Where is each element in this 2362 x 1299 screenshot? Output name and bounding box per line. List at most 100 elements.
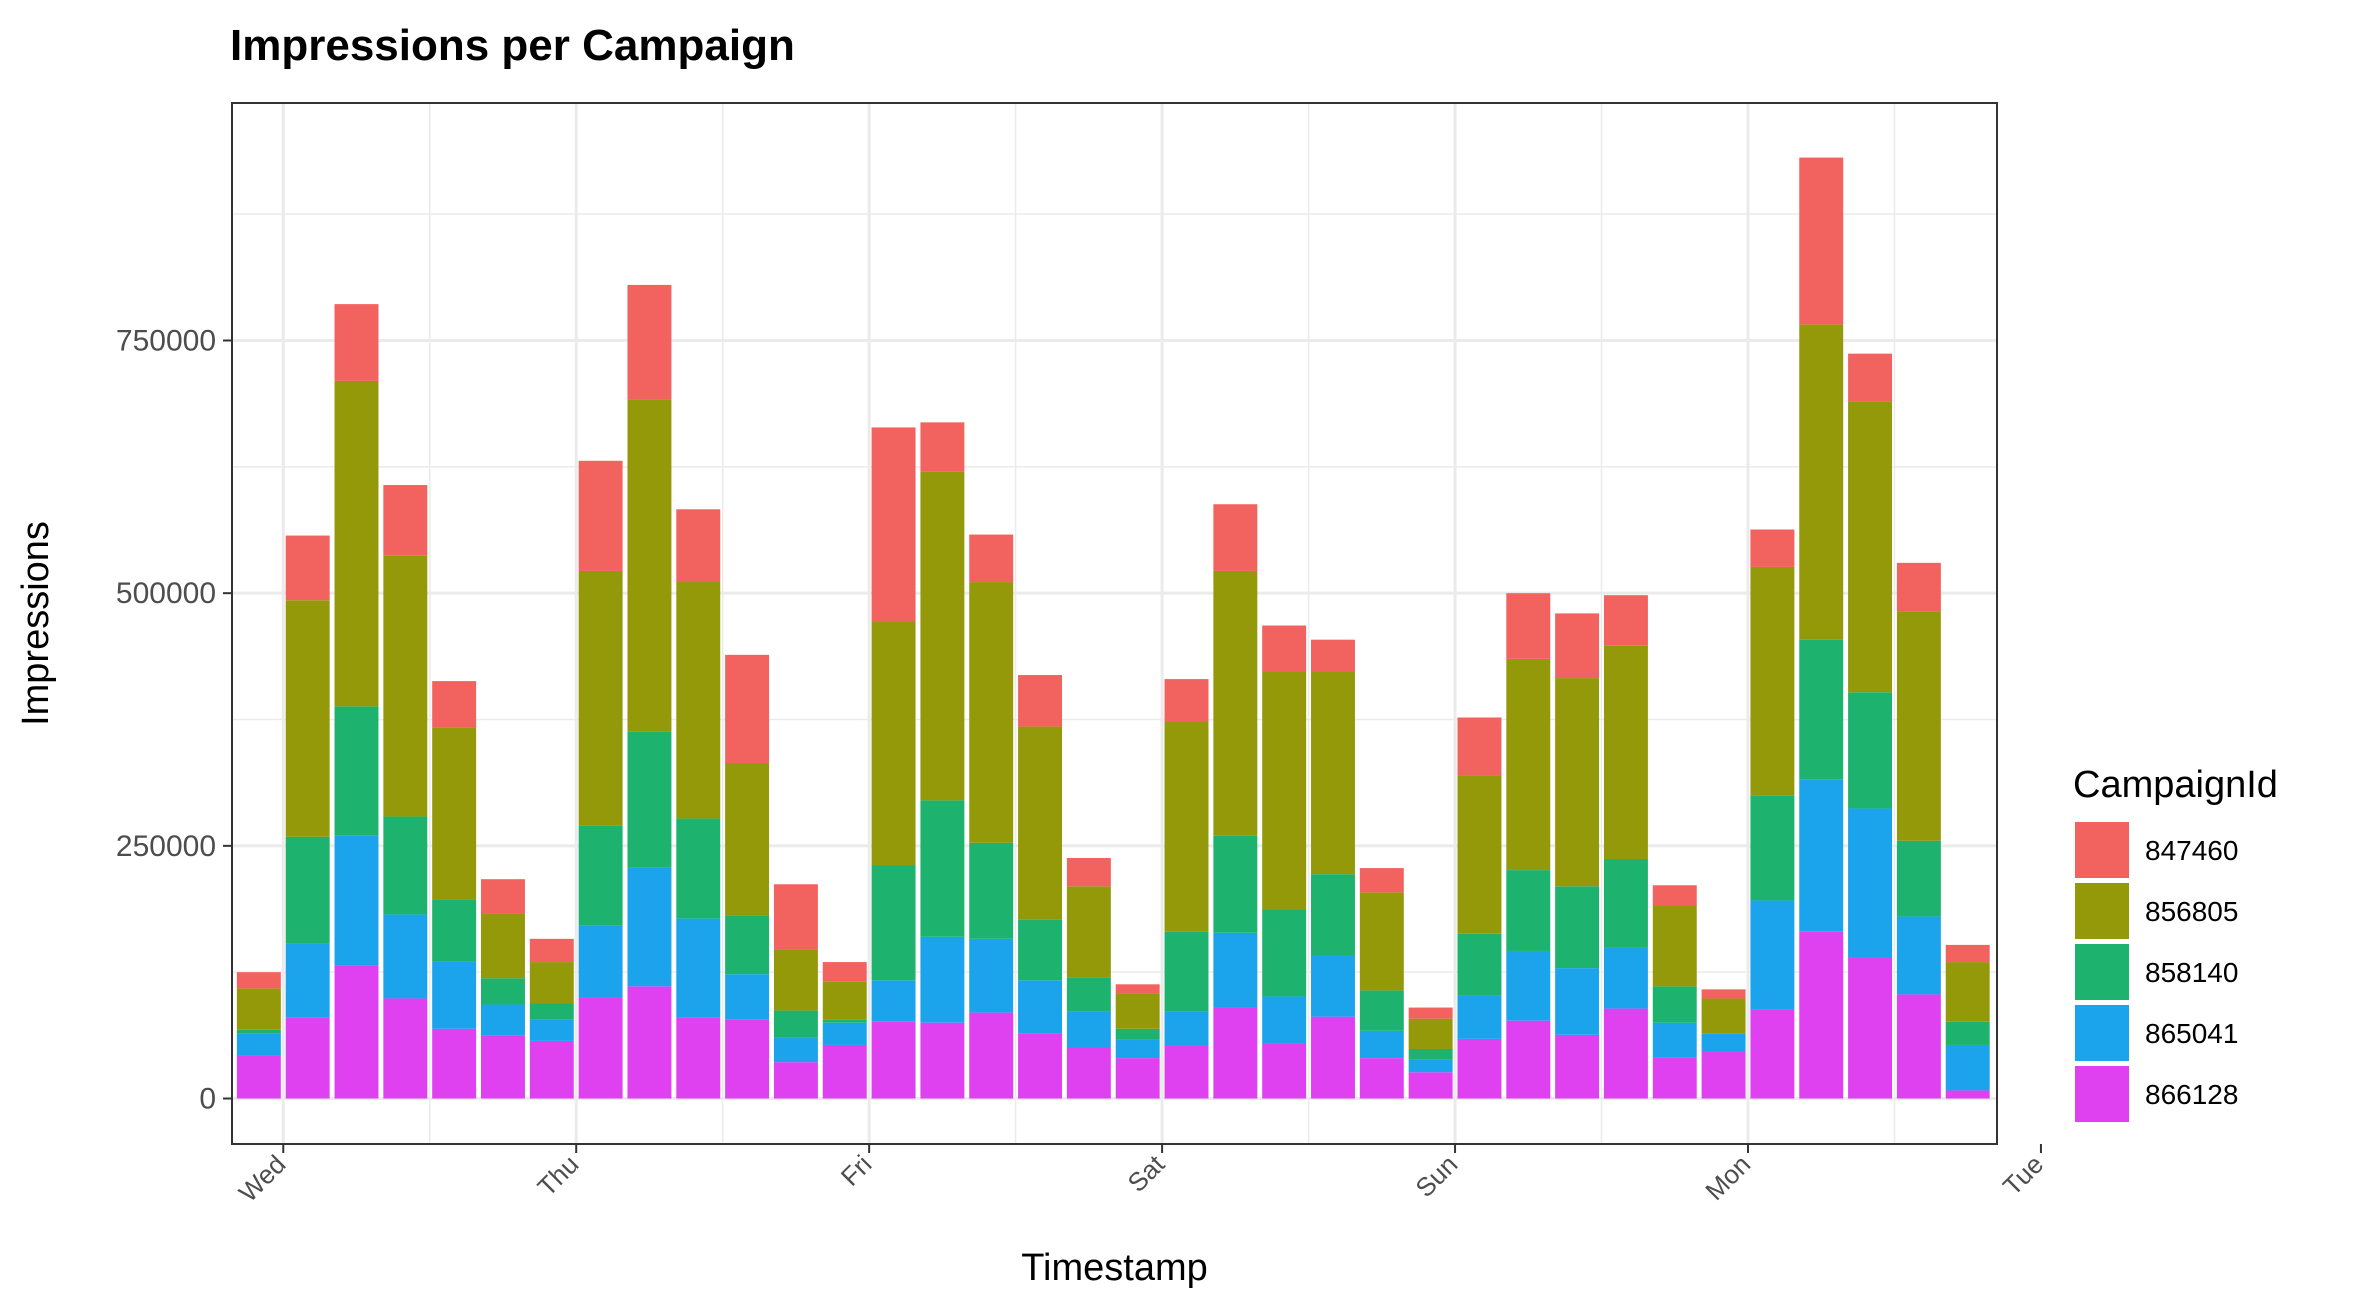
bar-segment-866128 xyxy=(1311,1016,1355,1099)
bar-segment-858140 xyxy=(1164,931,1209,1012)
bar-segment-866128 xyxy=(725,1019,770,1099)
bar-segment-865041 xyxy=(383,914,428,999)
bar-segment-866128 xyxy=(481,1035,525,1099)
bar-segment-865041 xyxy=(432,961,477,1029)
bar-segment-865041 xyxy=(578,925,623,998)
bar-segment-858140 xyxy=(578,825,623,926)
bar-segment-856805 xyxy=(481,913,525,979)
bar-segment-866128 xyxy=(1750,1009,1795,1099)
grid xyxy=(232,103,1997,1144)
bar-segment-847460 xyxy=(1408,1007,1453,1019)
bar-segment-856805 xyxy=(1213,570,1258,836)
bar-segment-847460 xyxy=(920,422,965,472)
bar-segment-865041 xyxy=(1408,1059,1453,1073)
bar-segment-865041 xyxy=(1750,900,1795,1010)
x-axis-title: Timestamp xyxy=(1021,1247,1208,1289)
bar-segment-866128 xyxy=(1896,994,1941,1099)
bar-segment-858140 xyxy=(1896,840,1941,917)
bar-segment-866128 xyxy=(1018,1033,1063,1099)
bar-segment-847460 xyxy=(1066,857,1111,887)
bar-segment-856805 xyxy=(1164,721,1209,932)
bar-segment-866128 xyxy=(529,1040,574,1099)
bar-segment-856805 xyxy=(1848,401,1893,693)
bar-segment-856805 xyxy=(1457,775,1502,934)
y-tick-label: 500000 xyxy=(116,577,216,610)
bar-segment-856805 xyxy=(1359,892,1404,991)
bar-segment-858140 xyxy=(1262,909,1307,997)
bar-segment-858140 xyxy=(920,800,965,937)
legend-title: CampaignId xyxy=(2073,764,2278,806)
bar-segment-858140 xyxy=(285,836,330,944)
bar-segment-858140 xyxy=(1652,986,1697,1023)
chart-title: Impressions per Campaign xyxy=(230,21,795,70)
bar-segment-856805 xyxy=(1603,645,1648,859)
bar-segment-858140 xyxy=(1408,1048,1453,1060)
bar-segment-858140 xyxy=(1799,639,1844,780)
bar-segment-858140 xyxy=(432,899,477,962)
legend: CampaignId 847460 856805 858140 865041 86612… xyxy=(2073,764,2278,1122)
bar-segment-856805 xyxy=(1799,324,1844,640)
bar-segment-856805 xyxy=(1506,658,1551,871)
bar-segment-856805 xyxy=(1311,672,1355,875)
bar-segment-858140 xyxy=(1213,835,1258,933)
bar-segment-856805 xyxy=(1701,998,1746,1034)
bar-segment-847460 xyxy=(1457,717,1502,776)
bar-segment-856805 xyxy=(773,949,818,1011)
bar-segment-847460 xyxy=(1945,944,1990,963)
bar-segment-865041 xyxy=(481,1004,525,1036)
bar-segment-856805 xyxy=(432,727,477,900)
legend-key-866128 xyxy=(2075,1066,2129,1122)
bar-segment-866128 xyxy=(1359,1058,1404,1099)
bar-segment-865041 xyxy=(285,943,330,1018)
bar-segment-866128 xyxy=(1213,1007,1258,1099)
bar-segment-858140 xyxy=(334,706,379,836)
x-tick-label: Fri xyxy=(835,1149,878,1192)
bar-segment-856805 xyxy=(725,762,770,916)
bar-segment-847460 xyxy=(1848,353,1893,402)
bar-segment-866128 xyxy=(1603,1008,1648,1099)
bar-segment-856805 xyxy=(1066,886,1111,978)
bar-segment-858140 xyxy=(1945,1021,1990,1045)
x-tick-label: Wed xyxy=(233,1149,292,1208)
bar-segment-856805 xyxy=(578,570,623,826)
bar-segment-866128 xyxy=(1457,1038,1502,1099)
x-tick-label: Sun xyxy=(1409,1149,1463,1203)
bar-segment-858140 xyxy=(1457,933,1502,996)
bar-segment-847460 xyxy=(529,938,574,963)
bar-segment-858140 xyxy=(822,1019,867,1023)
bar-segment-865041 xyxy=(1799,779,1844,932)
bar-segment-856805 xyxy=(1115,993,1160,1029)
bar-segment-858140 xyxy=(725,915,770,975)
bar-segment-865041 xyxy=(1896,916,1941,995)
bar-segment-856805 xyxy=(1018,726,1063,920)
x-tick-label: Tue xyxy=(1997,1149,2049,1201)
legend-key-847460 xyxy=(2075,822,2129,878)
bar-segment-866128 xyxy=(1945,1090,1990,1099)
bar-segment-866128 xyxy=(822,1044,867,1099)
bar-segment-847460 xyxy=(1164,679,1209,722)
bar-segment-865041 xyxy=(1115,1039,1160,1059)
legend-label-858140: 858140 xyxy=(2145,957,2238,988)
bar-segment-847460 xyxy=(627,284,672,400)
x-tick-label: Thu xyxy=(532,1149,585,1202)
bar-segment-866128 xyxy=(1164,1045,1209,1099)
bar-segment-847460 xyxy=(285,535,330,601)
bar-segment-865041 xyxy=(627,867,672,987)
bar-segment-865041 xyxy=(529,1019,574,1041)
bar-segment-866128 xyxy=(1506,1020,1551,1099)
bar-segment-858140 xyxy=(871,865,916,981)
legend-key-856805 xyxy=(2075,883,2129,939)
bar-segment-865041 xyxy=(334,835,379,966)
bar-segment-865041 xyxy=(1848,808,1893,958)
bar-segment-847460 xyxy=(1262,625,1307,673)
bar-segment-847460 xyxy=(578,460,623,571)
bar-segment-856805 xyxy=(1896,611,1941,841)
bar-segment-865041 xyxy=(920,936,965,1023)
legend-key-865041 xyxy=(2075,1005,2129,1061)
bar-segment-866128 xyxy=(1115,1058,1160,1099)
bar-segment-865041 xyxy=(676,918,721,1018)
bar-segment-865041 xyxy=(1164,1011,1209,1046)
bar-segment-847460 xyxy=(1359,868,1404,893)
legend-label-847460: 847460 xyxy=(2145,835,2238,866)
